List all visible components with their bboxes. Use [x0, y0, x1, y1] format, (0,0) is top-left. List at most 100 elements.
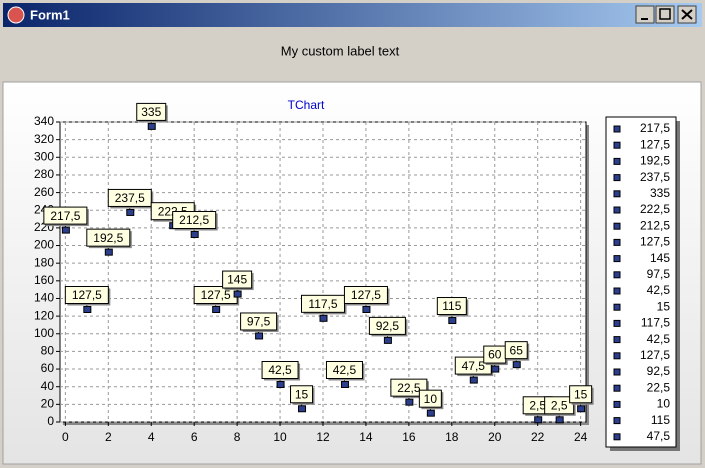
- legend-label: 145: [650, 251, 670, 265]
- legend-label: 115: [651, 413, 670, 427]
- point: [319, 314, 328, 322]
- value-label: 127,5: [351, 288, 381, 302]
- y-tick-label: 140: [34, 291, 54, 305]
- y-tick-label: 20: [41, 397, 55, 411]
- minimize-button[interactable]: [635, 5, 655, 24]
- label-box: [222, 270, 253, 289]
- legend-marker: [613, 352, 621, 360]
- legend-marker: [613, 384, 621, 392]
- label-box: [107, 188, 152, 207]
- point: [126, 208, 135, 216]
- x-tick-label: 10: [273, 430, 287, 444]
- point: [491, 365, 500, 373]
- label-box: [290, 385, 314, 404]
- legend-marker: [613, 222, 621, 230]
- point: [233, 290, 242, 298]
- value-label: 15: [574, 387, 588, 401]
- y-tick-label: 120: [34, 308, 54, 322]
- label-box: [436, 297, 467, 316]
- y-tick-label: 200: [34, 238, 54, 252]
- label-box: [343, 286, 388, 304]
- legend-marker: [613, 287, 621, 295]
- legend-label: 212,5: [640, 218, 670, 232]
- value-label: 15: [295, 387, 309, 401]
- value-label: 10: [424, 392, 438, 406]
- point: [426, 409, 435, 417]
- legend-label: 47,5: [647, 429, 671, 443]
- legend-marker: [613, 433, 621, 441]
- y-tick-label: 40: [41, 379, 55, 393]
- x-tick-label: 20: [488, 430, 502, 444]
- point: [512, 361, 521, 369]
- legend-marker: [613, 141, 621, 149]
- point: [555, 416, 564, 424]
- label-box: [390, 378, 428, 397]
- point: [147, 122, 156, 130]
- legend-marker: [613, 206, 621, 214]
- y-tick-label: 300: [34, 149, 54, 163]
- y-tick-label: 180: [34, 255, 54, 269]
- y-tick-label: 160: [34, 273, 54, 287]
- label-box: [368, 316, 406, 335]
- label-box: [86, 228, 131, 247]
- legend-label: 22,5: [647, 380, 671, 394]
- legend-label: 42,5: [647, 283, 671, 297]
- legend-label: 237,5: [640, 170, 670, 184]
- label-box: [136, 102, 167, 121]
- legend-label: 117,5: [641, 316, 670, 330]
- legend-label: 222,5: [640, 202, 670, 216]
- x-tick-label: 4: [148, 430, 155, 444]
- label-box: [43, 206, 88, 225]
- value-label: 145: [227, 273, 247, 287]
- title-bar: [3, 3, 702, 27]
- legend-label: 10: [657, 397, 671, 411]
- legend-marker: [613, 238, 621, 246]
- legend-marker: [613, 271, 621, 279]
- y-tick-label: 100: [34, 326, 54, 340]
- y-tick-label: 340: [34, 114, 54, 128]
- point: [104, 248, 113, 256]
- point: [362, 306, 371, 313]
- point: [405, 398, 414, 406]
- x-tick-label: 0: [62, 430, 69, 444]
- value-label: 117,5: [308, 297, 337, 311]
- legend-marker: [613, 319, 621, 327]
- label-box: [64, 286, 109, 304]
- x-tick-label: 16: [402, 430, 416, 444]
- point: [577, 405, 586, 413]
- point: [469, 376, 478, 384]
- legend-marker: [613, 190, 621, 198]
- x-tick-label: 6: [191, 430, 198, 444]
- value-label: 127,5: [201, 288, 231, 302]
- legend-label: 15: [657, 299, 671, 313]
- value-label: 127,5: [72, 288, 102, 302]
- x-tick-label: 14: [359, 430, 373, 444]
- window-buttons[interactable]: [635, 5, 697, 24]
- legend-label: 335: [650, 186, 670, 200]
- legend-marker: [613, 157, 621, 165]
- y-tick-label: 60: [41, 361, 55, 375]
- x-tick-label: 22: [531, 430, 545, 444]
- label-box: [261, 361, 299, 379]
- chart-title: TChart: [288, 98, 325, 112]
- point: [190, 231, 199, 238]
- label-box: [504, 341, 528, 360]
- x-tick-label: 12: [316, 430, 330, 444]
- value-label: 212,5: [179, 213, 209, 227]
- x-tick-label: 2: [105, 430, 112, 444]
- y-tick-label: 0: [47, 414, 54, 428]
- point: [255, 332, 264, 340]
- point: [276, 381, 285, 388]
- custom-label: My custom label text: [281, 43, 400, 58]
- legend-label: 127,5: [640, 235, 670, 249]
- label-box: [240, 312, 278, 331]
- point: [534, 416, 543, 424]
- value-label: 2,5: [551, 398, 568, 412]
- point: [212, 306, 221, 313]
- value-label: 65: [510, 343, 524, 357]
- label-box: [325, 361, 363, 379]
- value-label: 217,5: [50, 209, 80, 223]
- y-tick-label: 320: [34, 132, 54, 146]
- legend-marker: [613, 400, 621, 408]
